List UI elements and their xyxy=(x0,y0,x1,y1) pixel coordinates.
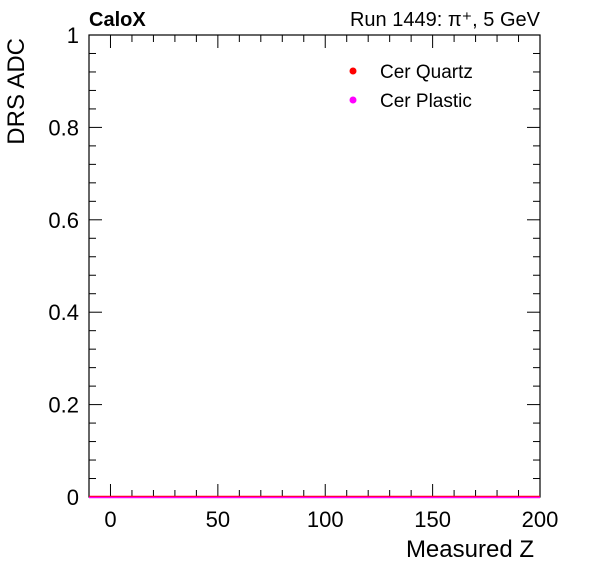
y-tick-label: 0.2 xyxy=(48,393,79,418)
run-info-label: Run 1449: π⁺, 5 GeV xyxy=(350,9,541,31)
y-axis-title: DRS ADC xyxy=(3,38,30,145)
legend-label-cer-plastic: Cer Plastic xyxy=(380,91,472,112)
data-series xyxy=(89,495,540,499)
x-tick-label: 150 xyxy=(414,507,451,532)
plot-frame xyxy=(88,34,541,498)
x-tick-label: 0 xyxy=(104,507,116,532)
y-tick-label: 0.6 xyxy=(48,208,79,233)
x-tick-label: 100 xyxy=(307,507,344,532)
legend-label-cer-quartz: Cer Quartz xyxy=(380,62,473,83)
x-axis-title: Measured Z xyxy=(406,536,534,563)
legend: Cer Quartz Cer Plastic xyxy=(349,62,473,112)
legend-marker-cer-plastic xyxy=(349,96,357,104)
experiment-label: CaloX xyxy=(89,9,146,31)
x-tick-label: 200 xyxy=(522,507,559,532)
y-tick-label: 0.8 xyxy=(48,115,79,140)
y-tick-label: 0.4 xyxy=(48,300,79,325)
tick-labels: 0 50 100 150 200 0 0.2 0.4 0.6 0.8 1 xyxy=(48,23,558,532)
legend-marker-cer-quartz xyxy=(349,67,357,75)
x-tick-label: 50 xyxy=(206,507,230,532)
y-tick-label: 1 xyxy=(67,23,79,48)
axis-ticks xyxy=(88,34,541,498)
y-tick-label: 0 xyxy=(67,485,79,510)
